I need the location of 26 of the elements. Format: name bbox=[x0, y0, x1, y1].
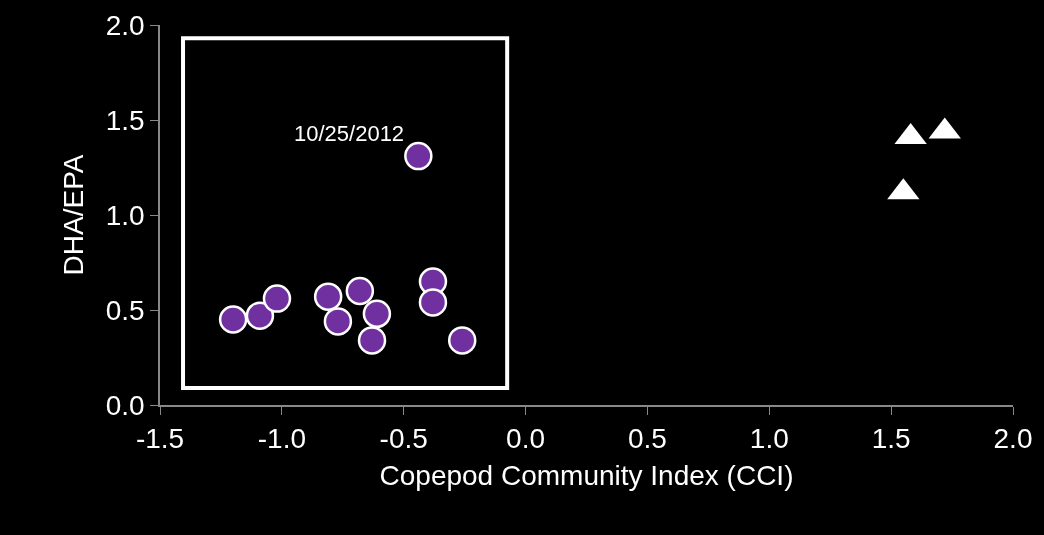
x-tick-label: -1.0 bbox=[257, 423, 306, 455]
point bbox=[447, 326, 477, 355]
x-tick-label: 0.5 bbox=[627, 423, 667, 455]
point bbox=[245, 301, 275, 330]
annotation: 10/25/2012 bbox=[294, 121, 405, 146]
x-tick-label: 1.5 bbox=[871, 423, 911, 455]
point bbox=[362, 299, 392, 329]
point bbox=[357, 326, 387, 355]
point bbox=[262, 284, 292, 313]
y-tick-label: 0.5 bbox=[105, 294, 145, 326]
x-tick-label: 0.0 bbox=[506, 423, 546, 455]
x-axis-title: Copepod Community Index (CCI) bbox=[379, 459, 794, 491]
x-tick-label: -0.5 bbox=[379, 423, 428, 455]
point bbox=[323, 307, 353, 336]
point bbox=[313, 282, 343, 311]
point bbox=[418, 288, 448, 317]
x-tick-label: 1.0 bbox=[749, 423, 789, 455]
y-tick-label: 0.0 bbox=[105, 389, 145, 421]
y-tick-label: 2.0 bbox=[105, 9, 145, 41]
y-tick-label: 1.5 bbox=[105, 104, 145, 136]
point bbox=[345, 276, 375, 306]
y-axis-title: DHA/EPA bbox=[57, 154, 89, 276]
x-tick-label: 2.0 bbox=[993, 423, 1033, 455]
point bbox=[218, 305, 248, 334]
y-tick-label: 1.0 bbox=[105, 199, 145, 231]
x-tick-label: -1.5 bbox=[135, 423, 185, 455]
